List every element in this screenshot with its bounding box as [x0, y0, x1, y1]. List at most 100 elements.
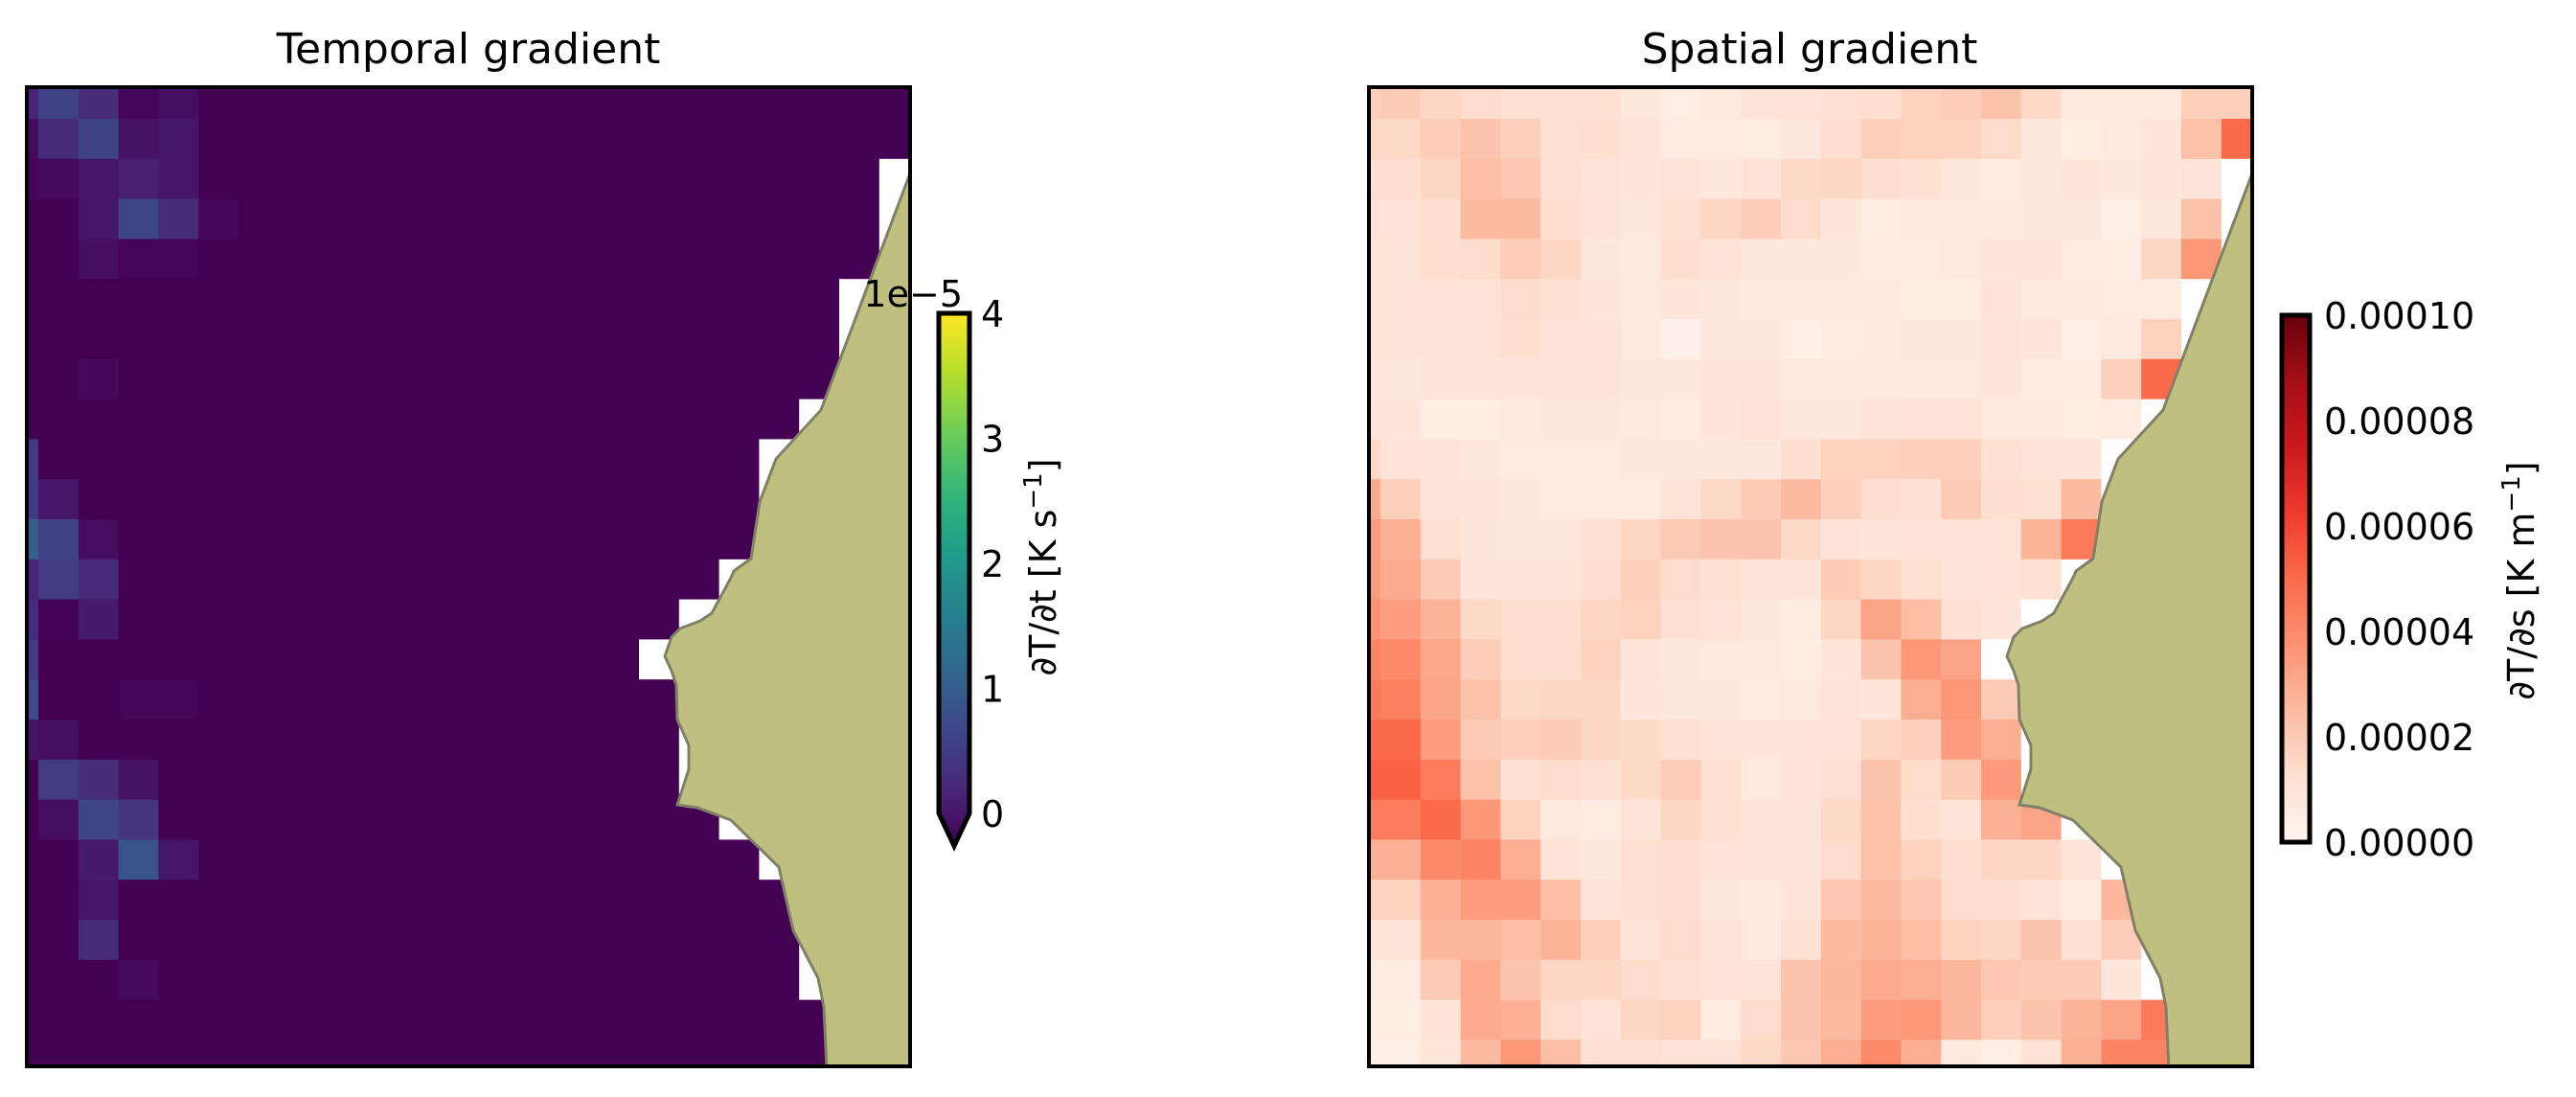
heatmap-cell: [759, 279, 800, 320]
heatmap-cell: [1660, 439, 1701, 480]
heatmap-cell: [478, 279, 520, 320]
heatmap-cell: [678, 319, 720, 360]
heatmap-cell: [1700, 679, 1742, 720]
heatmap-cell: [518, 358, 559, 400]
heatmap-cell: [27, 439, 39, 480]
heatmap-cell: [718, 319, 760, 360]
heatmap-cell: [559, 319, 600, 360]
heatmap-cell: [478, 519, 520, 560]
heatmap-cell: [1660, 759, 1701, 801]
heatmap-cell: [78, 158, 120, 200]
heatmap-cell: [1620, 639, 1662, 680]
heatmap-cell: [1581, 720, 1622, 761]
heatmap-cell: [38, 1040, 80, 1066]
heatmap-cell: [27, 198, 39, 240]
heatmap-cell: [1420, 559, 1462, 601]
heatmap-cell: [518, 759, 559, 801]
heatmap-cell: [439, 479, 480, 520]
heatmap-cell: [358, 279, 399, 320]
heatmap-cell: [678, 920, 720, 961]
heatmap-cell: [1781, 519, 1822, 560]
heatmap-cell: [318, 119, 359, 160]
heatmap-cell: [599, 319, 640, 360]
heatmap-cell: [1540, 959, 1582, 1001]
heatmap-cell: [1660, 639, 1701, 680]
heatmap-cell: [1380, 399, 1422, 440]
heatmap-cell: [399, 239, 440, 280]
heatmap-cell: [239, 679, 280, 720]
heatmap-cell: [1620, 158, 1662, 200]
heatmap-cell: [1820, 439, 1862, 480]
heatmap-cell: [2061, 158, 2102, 200]
heatmap-cell: [1860, 279, 1902, 320]
heatmap-cell: [1741, 679, 1782, 720]
heatmap-cell: [478, 479, 520, 520]
heatmap-cell: [1860, 119, 1902, 160]
heatmap-cell: [1540, 279, 1582, 320]
heatmap-cell: [1781, 479, 1822, 520]
heatmap-cell: [559, 399, 600, 440]
heatmap-cell: [559, 87, 600, 120]
heatmap-cell: [1741, 639, 1782, 680]
heatmap-cell: [1941, 999, 1982, 1040]
heatmap-cell: [1700, 358, 1742, 400]
heatmap-cell: [639, 279, 680, 320]
heatmap-cell: [1941, 319, 1982, 360]
heatmap-cell: [1860, 198, 1902, 240]
heatmap-cell: [478, 239, 520, 280]
heatmap-cell: [38, 87, 80, 120]
colorbar-label: ∂T/∂s [K m−1]: [2497, 461, 2542, 699]
heatmap-cell: [518, 279, 559, 320]
heatmap-cell: [1369, 999, 1381, 1040]
heatmap-cell: [678, 239, 720, 280]
heatmap-cell: [1941, 920, 1982, 961]
heatmap-cell: [278, 920, 320, 961]
heatmap-cell: [1581, 519, 1622, 560]
heatmap-cell: [478, 679, 520, 720]
heatmap-cell: [1700, 439, 1742, 480]
heatmap-cell: [1540, 158, 1582, 200]
heatmap-cell: [599, 639, 640, 680]
heatmap-cell: [759, 158, 800, 200]
heatmap-cell: [478, 1040, 520, 1066]
heatmap-cell: [2061, 119, 2102, 160]
heatmap-cell: [2020, 87, 2063, 120]
heatmap-cell: [1420, 198, 1462, 240]
heatmap-cell: [1941, 1040, 1982, 1066]
heatmap-cell: [518, 319, 559, 360]
heatmap-cell: [1500, 119, 1541, 160]
heatmap-cell: [239, 119, 280, 160]
heatmap-cell: [78, 999, 120, 1040]
heatmap-cell: [639, 479, 680, 520]
heatmap-cell: [1420, 319, 1462, 360]
heatmap-cell: [1860, 679, 1902, 720]
heatmap-cell: [718, 119, 760, 160]
heatmap-cell: [439, 119, 480, 160]
heatmap-cell: [1460, 799, 1501, 840]
heatmap-cell: [358, 559, 399, 601]
heatmap-cell: [559, 1040, 600, 1066]
heatmap-cell: [559, 559, 600, 601]
heatmap-cell: [1781, 999, 1822, 1040]
heatmap-cell: [38, 399, 80, 440]
heatmap-cell: [38, 720, 80, 761]
heatmap-cell: [599, 119, 640, 160]
heatmap-cell: [278, 198, 320, 240]
heatmap-cell: [118, 720, 159, 761]
heatmap-cell: [639, 559, 680, 601]
heatmap-cell: [1380, 759, 1422, 801]
heatmap-cell: [439, 799, 480, 840]
heatmap-cell: [1781, 358, 1822, 400]
heatmap-cell: [118, 239, 159, 280]
heatmap-cell: [759, 87, 800, 120]
heatmap-cell: [1380, 799, 1422, 840]
heatmap-cell: [1820, 559, 1862, 601]
heatmap-cell: [518, 839, 559, 880]
heatmap-cell: [78, 639, 120, 680]
heatmap-cell: [1860, 559, 1902, 601]
heatmap-cell: [27, 599, 39, 640]
colorbar-gradient: [936, 310, 972, 852]
heatmap-cell: [1500, 279, 1541, 320]
heatmap-cell: [759, 358, 800, 400]
heatmap-cell: [1581, 239, 1622, 280]
